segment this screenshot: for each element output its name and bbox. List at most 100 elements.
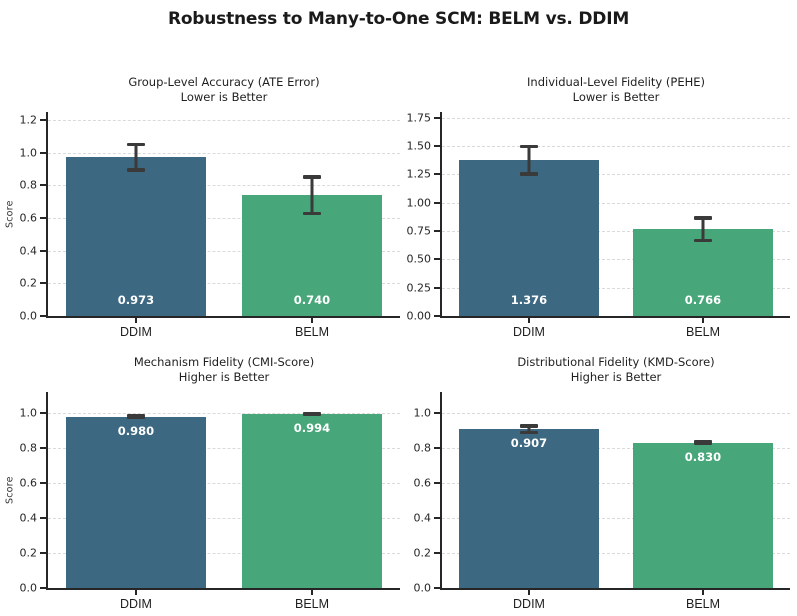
gridline bbox=[48, 185, 400, 187]
error-bar-cap-bottom bbox=[694, 442, 712, 446]
error-bar-cap-bottom bbox=[520, 172, 538, 176]
gridline bbox=[48, 218, 400, 220]
y-tick-mark bbox=[434, 587, 440, 589]
y-tick-mark bbox=[434, 145, 440, 147]
figure-title: Robustness to Many-to-One SCM: BELM vs. … bbox=[167, 9, 630, 29]
x-tick-mark bbox=[702, 590, 704, 595]
y-tick-label: 1.0 bbox=[413, 406, 432, 420]
y-tick-label: 0.8 bbox=[19, 441, 38, 455]
bar-value-label: 0.907 bbox=[510, 436, 548, 451]
error-bar-cap-bottom bbox=[127, 168, 145, 172]
chart-title: Individual-Level Fidelity (PEHE) Lower i… bbox=[432, 75, 797, 105]
y-tick-mark bbox=[434, 286, 440, 289]
error-bar-cap-top bbox=[694, 440, 712, 444]
error-bar-cap-bottom bbox=[127, 415, 145, 420]
gridline bbox=[442, 231, 790, 232]
chart-title-line2: Lower is Better bbox=[572, 90, 660, 105]
bar-value-label: 0.973 bbox=[117, 293, 155, 307]
gridline bbox=[442, 448, 790, 449]
bar-ddim bbox=[459, 160, 599, 316]
chart-title: Mechanism Fidelity (CMI-Score) Higher is… bbox=[38, 355, 410, 385]
y-tick-mark bbox=[40, 217, 46, 220]
y-tick-label: 0.8 bbox=[19, 178, 38, 192]
y-tick-label: 1.75 bbox=[406, 111, 432, 125]
chart-title-line1: Mechanism Fidelity (CMI-Score) bbox=[133, 355, 315, 369]
x-tick-mark bbox=[528, 590, 530, 595]
y-tick-label: 0.6 bbox=[19, 211, 38, 225]
x-tick-label-belm: BELM bbox=[294, 597, 330, 611]
error-bar-line bbox=[527, 426, 531, 433]
gridline bbox=[48, 283, 400, 285]
error-bar-cap-top bbox=[694, 216, 712, 220]
bar-belm bbox=[241, 414, 383, 588]
error-bar-line bbox=[527, 146, 531, 174]
gridline bbox=[48, 152, 400, 154]
y-tick-mark bbox=[434, 201, 440, 204]
y-tick-mark bbox=[40, 482, 46, 484]
y-tick-label: 0.6 bbox=[19, 476, 38, 490]
x-axis-spine bbox=[46, 316, 400, 318]
bar-value-label: 0.740 bbox=[293, 293, 331, 307]
chart-title-line1: Distributional Fidelity (KMD-Score) bbox=[517, 355, 715, 369]
y-tick-mark bbox=[434, 315, 440, 317]
chart-title-line1: Individual-Level Fidelity (PEHE) bbox=[527, 75, 705, 89]
x-tick-label-ddim: DDIM bbox=[513, 325, 545, 339]
x-tick-label-belm: BELM bbox=[685, 325, 721, 339]
y-axis-spine bbox=[46, 392, 48, 590]
chart-title-line2: Higher is Better bbox=[570, 370, 662, 385]
y-tick-mark bbox=[40, 249, 46, 252]
y-tick-mark bbox=[40, 119, 46, 122]
y-tick-mark bbox=[434, 173, 440, 176]
error-bar-line bbox=[134, 144, 138, 170]
bar-belm bbox=[633, 229, 773, 316]
chart-title-line2: Higher is Better bbox=[178, 370, 270, 385]
y-tick-label: 0.25 bbox=[406, 281, 432, 295]
x-axis-spine bbox=[440, 316, 790, 318]
y-tick-label: 1.25 bbox=[406, 167, 432, 181]
x-tick-mark bbox=[311, 590, 313, 595]
chart-title-line1: Group-Level Accuracy (ATE Error) bbox=[128, 75, 320, 89]
gridline bbox=[442, 146, 790, 147]
error-bar-cap-bottom bbox=[303, 413, 321, 417]
y-axis-spine bbox=[46, 112, 48, 318]
error-bar-cap-bottom bbox=[694, 238, 712, 243]
chart-title: Group-Level Accuracy (ATE Error) Lower i… bbox=[38, 75, 410, 105]
y-tick-mark bbox=[40, 315, 46, 317]
bar-value-label: 0.980 bbox=[117, 423, 155, 438]
gridline bbox=[442, 287, 790, 289]
y-axis-label: Score bbox=[4, 200, 16, 228]
y-tick-label: 0.2 bbox=[19, 276, 38, 290]
y-axis-label: Score bbox=[4, 476, 16, 504]
subplot-group-level-accuracy: Group-Level Accuracy (ATE Error) Lower i… bbox=[5, 75, 400, 339]
y-tick-label: 0.0 bbox=[19, 581, 38, 595]
y-tick-label: 0.75 bbox=[406, 224, 432, 238]
x-tick-label-belm: BELM bbox=[685, 597, 721, 611]
x-tick-label-ddim: DDIM bbox=[513, 597, 545, 611]
y-tick-label: 0.4 bbox=[19, 244, 38, 258]
y-tick-mark bbox=[434, 552, 440, 554]
y-tick-label: 0.0 bbox=[413, 581, 432, 595]
error-bar-cap-top bbox=[127, 413, 145, 418]
gridline bbox=[48, 120, 400, 122]
bar-belm bbox=[241, 195, 383, 316]
y-tick-mark bbox=[40, 517, 46, 519]
y-tick-mark bbox=[434, 230, 440, 232]
gridline bbox=[442, 413, 790, 414]
y-tick-label: 1.00 bbox=[406, 196, 432, 210]
subplot-distributional-fidelity: Distributional Fidelity (KMD-Score) High… bbox=[414, 355, 790, 611]
gridline bbox=[48, 448, 400, 449]
y-tick-mark bbox=[40, 184, 46, 187]
x-tick-mark bbox=[311, 318, 313, 323]
y-tick-label: 0.8 bbox=[413, 441, 432, 455]
y-tick-mark bbox=[40, 412, 46, 414]
gridline bbox=[48, 250, 400, 252]
x-tick-mark bbox=[702, 318, 704, 323]
x-axis-spine bbox=[440, 588, 790, 590]
y-tick-label: 1.0 bbox=[19, 406, 38, 420]
y-tick-mark bbox=[40, 447, 46, 449]
gridline bbox=[442, 174, 790, 176]
y-tick-mark bbox=[434, 412, 440, 414]
gridline bbox=[48, 483, 400, 484]
gridline bbox=[48, 413, 400, 414]
x-tick-label-belm: BELM bbox=[294, 325, 330, 339]
